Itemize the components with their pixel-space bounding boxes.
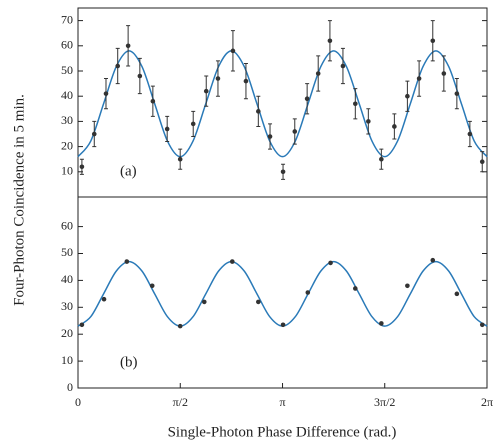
data-point [328,260,333,266]
data-point [379,321,384,326]
data-point [315,71,321,76]
y-tick-label: 60 [61,218,73,232]
fit-curve [77,260,488,327]
y-tick-label: 0 [67,380,73,394]
y-tick-label: 20 [61,138,73,152]
data-point [230,48,236,54]
data-point [256,109,261,114]
x-tick-label: π [280,395,286,409]
panel-label: (b) [120,354,138,370]
data-point [79,164,85,170]
x-tick-label: 3π/2 [374,395,395,409]
y-axis-label: Four-Photon Coincidence in 5 min. [11,94,27,306]
data-point [305,290,311,295]
data-point [340,63,346,69]
data-point [149,283,155,289]
data-point [441,71,447,76]
x-tick-label: π/2 [173,395,188,409]
data-point [256,299,261,305]
plot-frame [77,7,488,198]
data-point [366,119,371,124]
data-point [177,156,183,162]
data-point [79,322,85,328]
data-point [125,43,131,49]
data-point [267,134,273,139]
data-point [454,291,460,297]
data-point [101,296,107,302]
data-point [479,322,485,328]
x-tick-label: 2π [481,395,493,409]
y-tick-label: 40 [61,88,73,102]
data-point [280,322,286,328]
data-point [243,78,249,84]
y-tick-label: 40 [61,272,73,286]
y-tick-label: 10 [61,353,73,367]
data-point [416,76,422,81]
y-tick-label: 10 [61,164,73,178]
y-tick-label: 30 [61,113,73,127]
data-point [353,101,358,107]
data-point [467,131,473,137]
data-point [392,124,397,129]
data-point [379,156,384,162]
x-tick-label: 0 [75,395,81,409]
data-point [177,323,183,329]
data-point [479,159,485,165]
data-point [327,38,333,44]
data-point [124,259,130,264]
y-tick-label: 60 [61,38,73,52]
data-point [280,169,286,175]
y-tick-label: 50 [61,245,73,259]
data-point [353,286,358,291]
data-point [91,131,97,137]
panel-label: (a) [120,163,137,179]
data-point [164,126,170,132]
data-point [430,257,436,263]
data-point [215,76,221,81]
data-point [115,63,121,69]
data-point [137,73,143,79]
data-point [201,299,207,305]
data-point [229,259,235,264]
data-point [292,129,298,134]
y-tick-label: 30 [61,299,73,313]
y-tick-label: 50 [61,63,73,77]
data-point [103,91,109,96]
y-tick-label: 70 [61,12,73,26]
plot-frame [77,196,488,389]
data-point [454,91,460,96]
data-point [150,98,156,104]
x-axis-label: Single-Photon Phase Difference (rad.) [168,424,397,440]
y-tick-label: 20 [61,326,73,340]
data-point [203,88,209,94]
data-point [405,93,410,99]
data-point [304,96,310,102]
data-point [190,121,196,127]
data-point [430,38,436,44]
data-point [405,283,410,289]
